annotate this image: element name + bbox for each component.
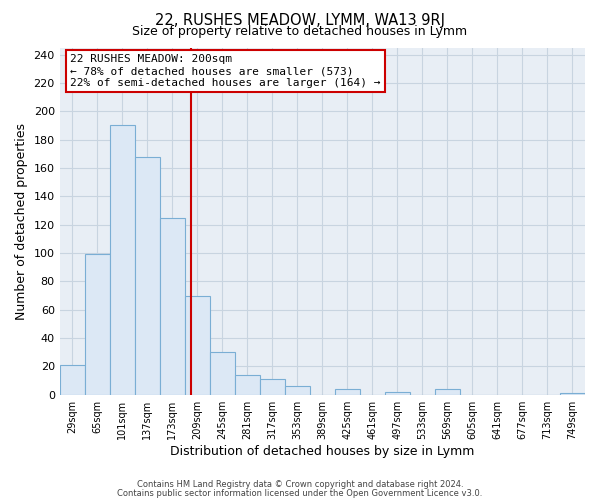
Bar bbox=[85, 254, 110, 394]
Text: Contains HM Land Registry data © Crown copyright and database right 2024.: Contains HM Land Registry data © Crown c… bbox=[137, 480, 463, 489]
X-axis label: Distribution of detached houses by size in Lymm: Distribution of detached houses by size … bbox=[170, 444, 475, 458]
Text: 22 RUSHES MEADOW: 200sqm
← 78% of detached houses are smaller (573)
22% of semi-: 22 RUSHES MEADOW: 200sqm ← 78% of detach… bbox=[70, 54, 380, 88]
Y-axis label: Number of detached properties: Number of detached properties bbox=[15, 122, 28, 320]
Text: 22, RUSHES MEADOW, LYMM, WA13 9RJ: 22, RUSHES MEADOW, LYMM, WA13 9RJ bbox=[155, 12, 445, 28]
Bar bbox=[260, 379, 285, 394]
Bar bbox=[59, 365, 85, 394]
Bar bbox=[235, 375, 260, 394]
Bar bbox=[285, 386, 310, 394]
Bar bbox=[210, 352, 235, 395]
Bar bbox=[435, 389, 460, 394]
Text: Size of property relative to detached houses in Lymm: Size of property relative to detached ho… bbox=[133, 25, 467, 38]
Bar bbox=[185, 296, 210, 394]
Bar bbox=[110, 126, 135, 394]
Bar bbox=[335, 389, 360, 394]
Bar bbox=[385, 392, 410, 394]
Text: Contains public sector information licensed under the Open Government Licence v3: Contains public sector information licen… bbox=[118, 488, 482, 498]
Bar bbox=[160, 218, 185, 394]
Bar bbox=[135, 156, 160, 394]
